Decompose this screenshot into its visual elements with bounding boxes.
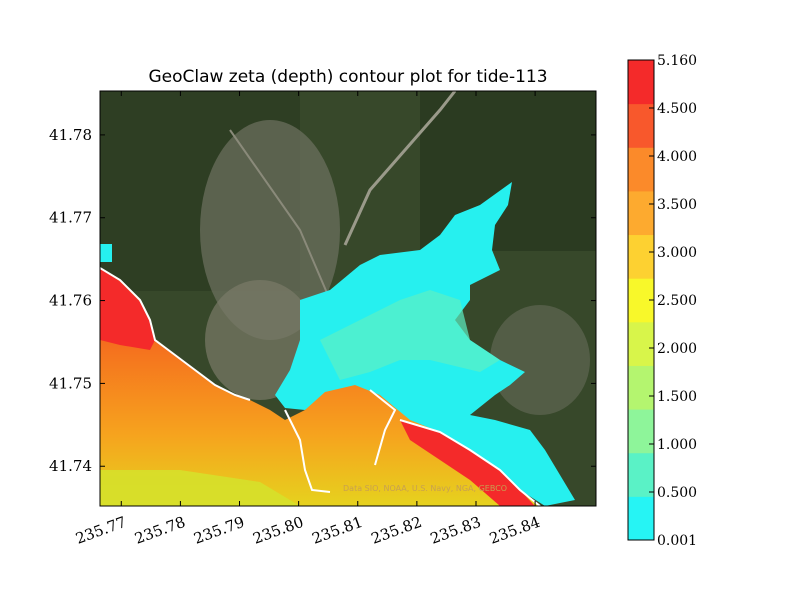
colorbar-label: 2.500	[657, 293, 697, 309]
town-area-south	[205, 280, 315, 400]
y-tick-label: 41.76	[49, 292, 92, 310]
colorbar-label: 3.000	[657, 245, 697, 261]
x-tick-label: 235.84	[487, 513, 542, 548]
colorbar-band	[628, 190, 654, 236]
x-tick-label: 235.82	[369, 513, 424, 548]
colorbar: 0.001 0.500 1.000 1.500 2.000 2.500 3.000 3.500…	[627, 53, 697, 549]
town-area-east	[490, 305, 590, 415]
y-axis: 41.74 41.75 41.76 41.77 41.78	[49, 126, 596, 475]
y-tick-label: 41.78	[49, 126, 92, 144]
plot-frame	[99, 90, 597, 507]
colorbar-band	[628, 496, 654, 541]
colorbar-band	[628, 409, 654, 454]
colorbar-band	[628, 452, 654, 497]
colorbar-band	[628, 321, 654, 366]
colorbar-band	[628, 234, 654, 279]
colorbar-label: 2.000	[657, 341, 697, 357]
y-tick-label: 41.75	[49, 374, 92, 392]
road	[229, 129, 331, 301]
x-tick-label: 235.79	[191, 513, 246, 548]
colorbar-label: 1.500	[657, 389, 697, 405]
plot-area: Data SIO, NOAA, U.S. Navy, NGA, GEBCO	[100, 91, 596, 506]
coastline	[100, 267, 251, 401]
colorbar-label: 4.000	[657, 149, 697, 165]
nearshore-red-band-se	[400, 420, 535, 506]
colorbar-label: 5.160	[657, 53, 697, 69]
x-tick-label: 235.77	[73, 513, 128, 548]
colorbar-label: 3.500	[657, 197, 697, 213]
colorbar-band	[628, 365, 654, 410]
x-tick-label: 235.83	[428, 513, 483, 548]
coastline-se	[399, 419, 541, 506]
colorbar-band	[628, 60, 654, 105]
sea-yellow-patch	[100, 470, 300, 506]
x-tick-label: 235.81	[310, 513, 365, 548]
y-tick-label: 41.74	[49, 457, 92, 475]
jetty	[284, 409, 331, 493]
nearshore-red-band	[100, 268, 155, 350]
colorbar-band	[628, 147, 654, 192]
highway	[343, 91, 457, 246]
jetty-east	[369, 389, 397, 466]
left-edge-cyan	[100, 244, 112, 262]
estuary-greenish	[320, 290, 500, 380]
chart-title: GeoClaw zeta (depth) contour plot for ti…	[148, 67, 547, 87]
map-credit: Data SIO, NOAA, U.S. Navy, NGA, GEBCO	[343, 484, 507, 493]
colorbar-label: 0.001	[657, 533, 697, 549]
town-area	[200, 120, 340, 340]
x-tick-label: 235.80	[251, 513, 306, 548]
colorbar-band	[628, 103, 654, 148]
colorbar-label: 1.000	[657, 437, 697, 453]
x-tick-label: 235.78	[132, 513, 187, 548]
colorbar-label: 4.500	[657, 101, 697, 117]
colorbar-label: 0.500	[657, 485, 697, 501]
y-tick-label: 41.77	[49, 209, 92, 227]
